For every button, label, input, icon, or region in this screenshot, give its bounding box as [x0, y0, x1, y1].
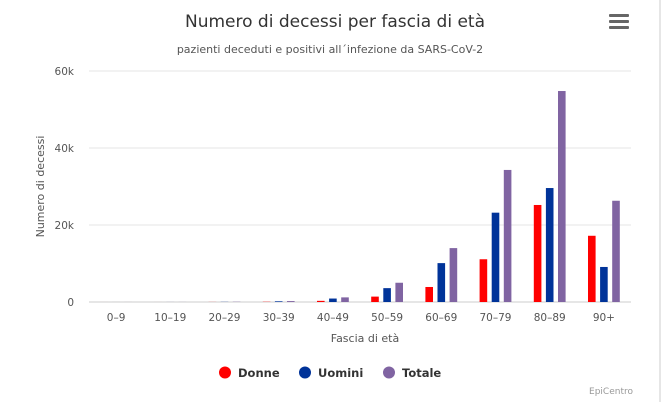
- x-tick-label: 90+: [593, 312, 615, 324]
- bar-uomini-9[interactable]: [600, 266, 608, 302]
- menu-icon-bar: [609, 20, 629, 23]
- bar-uomini-8[interactable]: [545, 188, 554, 302]
- x-axis-ticks: 0–9 10–19 20–29 30–39 40–49 50–59 60–69 70–79 80…: [107, 312, 615, 324]
- y-tick-label: 60k: [55, 66, 75, 78]
- bar-totale-8[interactable]: [558, 91, 566, 303]
- chart-menu-button[interactable]: [609, 14, 629, 30]
- x-tick-label: 60–69: [425, 312, 457, 324]
- bar-uomini-3[interactable]: [274, 301, 283, 302]
- bar-donne-8[interactable]: [533, 204, 542, 302]
- bars-layer: [100, 91, 620, 303]
- bar-donne-9[interactable]: [588, 235, 596, 302]
- bar-uomini-4[interactable]: [329, 298, 337, 302]
- bar-totale-9[interactable]: [612, 200, 620, 302]
- x-tick-label: 30–39: [263, 312, 295, 324]
- legend-label-uomini: Uomini: [318, 366, 363, 380]
- legend-item-totale[interactable]: Totale: [383, 366, 441, 380]
- legend-marker-donne: [219, 366, 231, 379]
- bar-totale-3[interactable]: [287, 301, 295, 302]
- chart-subtitle: pazienti deceduti e positivi all´infezio…: [177, 43, 483, 56]
- legend[interactable]: Donne Uomini Totale: [219, 366, 441, 380]
- x-tick-label: 40–49: [317, 312, 349, 324]
- bar-donne-7[interactable]: [479, 259, 488, 302]
- y-tick-label: 20k: [55, 220, 75, 232]
- bar-totale-7[interactable]: [503, 169, 512, 302]
- bar-totale-5[interactable]: [395, 282, 403, 302]
- bar-donne-4[interactable]: [317, 300, 325, 302]
- y-tick-label: 40k: [55, 143, 75, 155]
- bar-uomini-6[interactable]: [437, 263, 446, 302]
- legend-marker-uomini: [299, 366, 311, 379]
- bar-uomini-5[interactable]: [383, 288, 391, 302]
- frame-edge: [659, 0, 661, 402]
- x-tick-label: 80–89: [534, 312, 566, 324]
- legend-label-donne: Donne: [238, 366, 280, 380]
- x-tick-label: 50–59: [371, 312, 403, 324]
- legend-label-totale: Totale: [402, 366, 441, 380]
- credits-text[interactable]: EpiCentro: [589, 387, 633, 397]
- x-tick-label: 70–79: [480, 312, 512, 324]
- menu-icon-bar: [609, 14, 629, 17]
- legend-marker-totale: [383, 366, 395, 379]
- legend-item-uomini[interactable]: Uomini: [299, 366, 363, 380]
- x-tick-label: 0–9: [107, 312, 126, 324]
- bar-totale-4[interactable]: [341, 297, 349, 302]
- y-axis-title: Numero di decessi: [34, 136, 47, 238]
- menu-icon-bar: [609, 26, 629, 29]
- y-tick-label: 0: [67, 297, 74, 309]
- bar-uomini-7[interactable]: [491, 212, 500, 302]
- legend-item-donne[interactable]: Donne: [219, 366, 280, 380]
- bar-totale-6[interactable]: [449, 248, 458, 302]
- y-axis-ticks: 0 20k 40k 60k: [55, 66, 75, 309]
- x-axis-title: Fascia di età: [331, 332, 400, 345]
- x-tick-label: 20–29: [209, 312, 241, 324]
- bar-donne-6[interactable]: [425, 286, 433, 302]
- x-tick-label: 10–19: [154, 312, 186, 324]
- chart-title: Numero di decessi per fascia di età: [185, 12, 485, 32]
- bar-donne-5[interactable]: [371, 296, 379, 302]
